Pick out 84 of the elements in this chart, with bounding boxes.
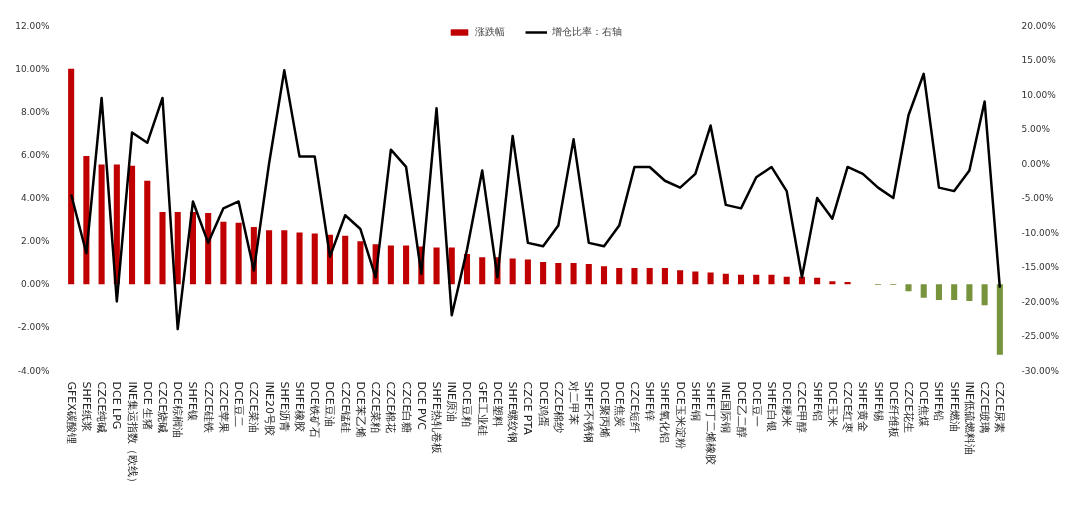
y2-tick-label: -15.00% <box>1021 262 1060 272</box>
x-tick-label: DCE粳米 <box>780 381 794 427</box>
y2-tick-label: -30.00% <box>1021 365 1060 376</box>
y2-tick-label: 5.00% <box>1021 124 1051 134</box>
y2-tick-label: -5.00% <box>1021 193 1054 203</box>
x-tick-label: DCE PVC <box>414 381 428 431</box>
x-tick-label: DCE玉米淀粉 <box>673 381 687 449</box>
y2-tick-label: -20.00% <box>1021 296 1060 307</box>
y2-tick-label: 10.00% <box>1021 89 1057 100</box>
x-tick-label: DCE玉米 <box>825 381 839 427</box>
x-tick-label: SHFE锌 <box>643 381 657 422</box>
x-tick-label: SHFE燃油 <box>947 381 961 433</box>
x-tick-label: SHFE不锈钢 <box>582 381 596 444</box>
x-tick-label: CZCE锰硅 <box>338 381 352 434</box>
x-tick-label: CZCE菜粕 <box>369 381 383 434</box>
legend-label: 涨跌幅 <box>475 25 505 39</box>
y-tick-label: 0.00% <box>20 279 50 290</box>
x-tick-label: INE国际铜 <box>719 381 733 433</box>
x-tick-label: DCE豆一 <box>749 381 763 427</box>
x-tick-label: DCE聚丙烯 <box>597 381 611 438</box>
y-tick-label: 6.00% <box>20 149 50 160</box>
x-tick-label: INE低硫燃料油 <box>962 381 976 455</box>
x-tick-label: SHFE螺纹钢 <box>506 381 520 444</box>
x-tick-label: SHFE沥青 <box>277 381 291 433</box>
y-tick-label: -4.00% <box>17 365 50 376</box>
x-tick-label: SHFE纸浆 <box>79 381 93 433</box>
x-tick-label: DCE鸡蛋 <box>536 381 550 427</box>
x-tick-label: DCE焦煤 <box>917 381 931 427</box>
x-tick-label: DCE铁矿石 <box>308 381 322 438</box>
x-tick-label: GFEX碳酸锂 <box>64 381 78 444</box>
x-tick-label: SHFE热轧卷板 <box>430 381 444 455</box>
x-tick-label: DCE棕榈油 <box>171 381 185 438</box>
x-tick-label: INE20号胶 <box>262 381 276 436</box>
x-tick-label: CZCE白糖 <box>399 381 413 434</box>
x-tick-label: INE原油 <box>445 381 459 422</box>
x-tick-label: CZCE玻璃 <box>978 381 992 434</box>
y-tick-label: -2.00% <box>17 322 50 333</box>
x-tick-label: SHFE丁二烯橡胶 <box>704 381 718 466</box>
x-tick-label: DCE豆油 <box>323 381 337 427</box>
x-tick-label: SHFE黄金 <box>856 381 870 433</box>
legend-label: 增仓比率：右轴 <box>552 25 622 39</box>
x-tick-label: DCE豆粕 <box>460 381 474 427</box>
x-tick-label: 对二甲苯 <box>567 381 581 426</box>
x-tick-label: DCE苯乙烯 <box>353 381 367 438</box>
y-tick-label: 8.00% <box>20 106 50 117</box>
x-tick-label: CZCE纯碱 <box>95 381 109 434</box>
y2-tick-label: 0.00% <box>1021 158 1051 169</box>
x-tick-label: CZCE甲醇 <box>795 381 809 434</box>
x-tick-label: CZCE短纤 <box>627 381 641 434</box>
y2-tick-label: -25.00% <box>1021 331 1060 341</box>
y-tick-label: 4.00% <box>20 193 50 203</box>
x-tick-label: CZCE棉花 <box>384 381 398 434</box>
x-tick-label: DCE焦炭 <box>612 381 626 427</box>
x-tick-label: CZCE尿素 <box>993 381 1007 434</box>
x-tick-label: SHFE铜 <box>688 381 702 422</box>
x-tick-label: CZCE硅铁 <box>201 381 215 434</box>
y2-tick-label: 15.00% <box>1021 55 1057 65</box>
y-tick-label: 2.00% <box>20 236 50 247</box>
x-tick-label: CZCE苹果 <box>216 381 230 434</box>
x-tick-label: DCE乙二醇 <box>734 381 748 438</box>
x-tick-label: SHFE铝 <box>810 381 824 422</box>
x-tick-label: DCE 生猪 <box>140 381 154 431</box>
y2-tick-label: 20.00% <box>1021 20 1057 31</box>
x-tick-label: CZCE烧碱 <box>156 381 169 434</box>
x-tick-label: CZCE棉纱 <box>551 381 565 434</box>
x-tick-label: CZCE菜油 <box>247 381 261 434</box>
x-tick-label: CZCE PTA <box>521 381 535 436</box>
x-tick-label: SHFE白银 <box>764 381 778 433</box>
x-tick-label: SHFE镍 <box>186 381 200 422</box>
x-tick-label: DCE纤维板 <box>886 381 900 438</box>
x-tick-label: DCE豆二 <box>232 381 246 427</box>
x-tick-label: DCE塑料 <box>490 381 504 427</box>
y-tick-label: 12.00% <box>15 20 50 31</box>
x-tick-label: CZCE花生 <box>902 381 915 434</box>
y-tick-label: 10.00% <box>15 63 50 74</box>
x-tick-label: SHFE氧化铝 <box>658 381 672 444</box>
x-tick-label: INE集运指数（欧线） <box>125 381 139 488</box>
x-tick-label: GFE工业硅 <box>475 381 489 437</box>
x-tick-label: DCE LPG <box>110 381 124 430</box>
x-tick-label: SHFE铅 <box>932 381 946 422</box>
y2-tick-label: -10.00% <box>1021 227 1060 238</box>
x-tick-label: SHFE橡胶 <box>293 381 307 433</box>
x-tick-label: SHFE锡 <box>871 381 885 422</box>
x-tick-label: CZCE红枣 <box>841 381 855 434</box>
